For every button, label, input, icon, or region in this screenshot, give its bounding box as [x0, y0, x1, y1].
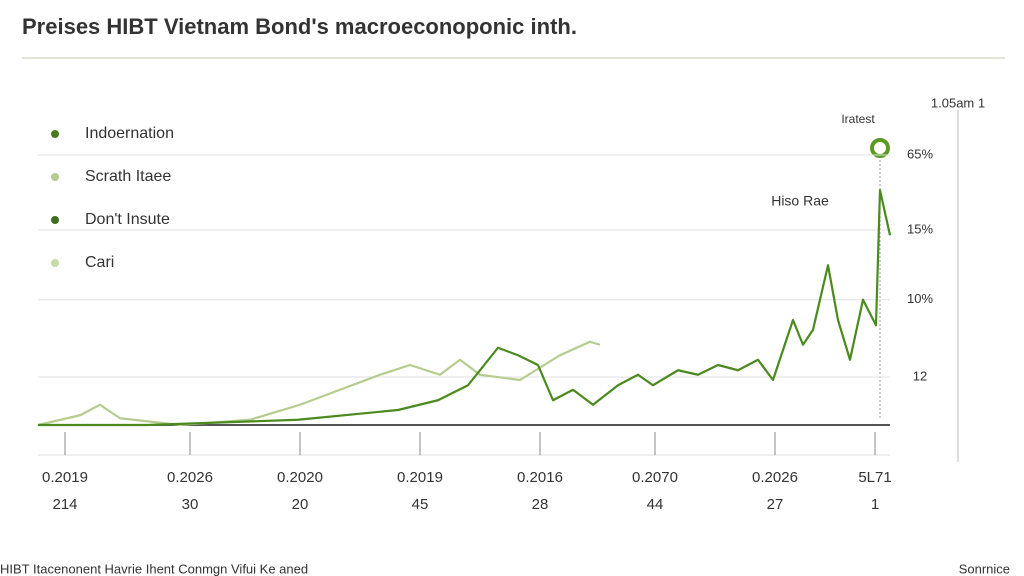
x-tick-label: 0.2016 — [517, 469, 563, 486]
y-tick-label: 15% — [907, 221, 933, 236]
legend-dot — [51, 130, 59, 138]
x-tick-label: 0.2019 — [397, 469, 443, 486]
y-tick-label: 10% — [907, 291, 933, 306]
legend-label: Indoernation — [85, 125, 174, 142]
x-tick-label: 0.2026 — [167, 469, 213, 486]
x-tick-label: 0.2020 — [277, 469, 323, 486]
axis-title: 1.05am 1 — [931, 95, 985, 110]
y-tick-label: 12 — [913, 368, 927, 383]
x-tick-sublabel: 45 — [412, 496, 429, 513]
chart-title: Preises HIBT Vietnam Bond's macroeconopo… — [22, 14, 577, 39]
y-tick-label: 65% — [907, 146, 933, 161]
x-tick-sublabel: 30 — [182, 496, 199, 513]
legend-label: Don't Insute — [85, 211, 170, 228]
x-tick-sublabel: 28 — [532, 496, 549, 513]
series-line — [37, 340, 601, 427]
x-tick-sublabel: 1 — [871, 496, 879, 513]
series-line — [38, 189, 892, 427]
footer-right: Sonrnice — [959, 561, 1010, 576]
annotation: Hiso Rae — [771, 193, 829, 209]
highlight-marker — [870, 138, 890, 158]
legend-dot — [51, 173, 59, 181]
legend-dot — [51, 216, 59, 224]
x-tick-sublabel: 214 — [52, 496, 77, 513]
legend-label: Scrath Itaee — [85, 168, 171, 185]
x-tick-sublabel: 44 — [647, 496, 664, 513]
x-tick-label: 0.2026 — [752, 469, 798, 486]
x-tick-label: 0.2019 — [42, 469, 88, 486]
x-tick-sublabel: 27 — [767, 496, 784, 513]
footer: HIBT Itacenonent Havrie Ihent Conmgn Vif… — [0, 561, 308, 576]
x-tick-label: 0.2070 — [632, 469, 678, 486]
x-tick-sublabel: 20 — [292, 496, 309, 513]
legend-dot — [51, 259, 59, 267]
x-tick-label: 5L71 — [858, 469, 891, 486]
legend-label: Cari — [85, 254, 114, 271]
annotation: Iratest — [841, 112, 875, 126]
